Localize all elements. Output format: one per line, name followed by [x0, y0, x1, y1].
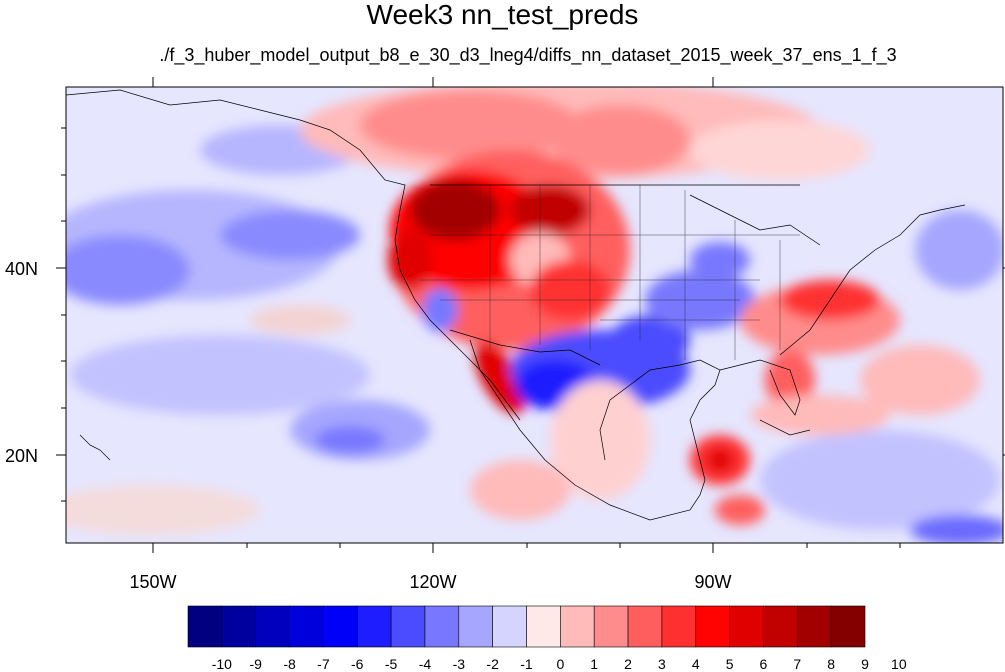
colorbar-label: 8	[827, 656, 835, 672]
colorbar-label: -8	[283, 656, 296, 672]
colorbar-swatch	[593, 605, 629, 648]
colorbar-swatch	[289, 605, 324, 648]
colorbar-label: -7	[317, 656, 330, 672]
lat-label-20n: 20N	[5, 446, 38, 466]
colorbar-label: -5	[385, 656, 398, 672]
colorbar: -10 -9 -8 -7 -6 -5 -4 -3 -2 -1 0 1 2 3 4 5 6 7 8 9 10	[187, 605, 907, 672]
lon-label-150w: 150W	[129, 572, 176, 592]
colorbar-label: 1	[590, 656, 598, 672]
colorbar-swatch	[627, 605, 663, 648]
colorbar-label: 9	[861, 656, 869, 672]
colorbar-label: -2	[486, 656, 499, 672]
colorbar-label: 0	[556, 656, 564, 672]
colorbar-label: 3	[658, 656, 666, 672]
colorbar-swatch	[763, 605, 798, 648]
colorbar-swatch	[221, 605, 257, 648]
colorbar-swatch	[526, 605, 561, 648]
colorbar-label: 10	[891, 656, 907, 672]
lon-label-120w: 120W	[409, 572, 456, 592]
state-borders	[420, 185, 800, 360]
colorbar-swatch	[695, 605, 730, 648]
colorbar-swatch	[729, 605, 764, 648]
colorbar-label: 6	[760, 656, 768, 672]
axis-ticks	[56, 77, 1005, 553]
colorbar-label: -4	[419, 656, 432, 672]
colorbar-label: 7	[793, 656, 801, 672]
colorbar-swatch	[356, 605, 392, 648]
colorbar-label: 2	[624, 656, 632, 672]
colorbar-swatch	[492, 605, 527, 648]
colorbar-label: -10	[212, 656, 232, 672]
colorbar-label: -3	[453, 656, 466, 672]
colorbar-label: -6	[351, 656, 364, 672]
colorbar-swatch	[560, 605, 595, 648]
colorbar-label: 4	[692, 656, 700, 672]
map-subtitle: ./f_3_huber_model_output_b8_e_30_d3_lneg…	[159, 45, 897, 65]
colorbar-swatch	[458, 605, 493, 648]
colorbar-label: -9	[249, 656, 262, 672]
colorbar-swatch	[255, 605, 290, 648]
lon-label-90w: 90W	[694, 572, 731, 592]
coastlines	[66, 89, 966, 521]
colorbar-swatch	[424, 605, 460, 648]
colorbar-swatch	[830, 605, 866, 648]
colorbar-swatch	[187, 605, 223, 648]
colorbar-swatch	[661, 605, 697, 648]
anomaly-field	[66, 87, 1003, 543]
colorbar-label: 5	[726, 656, 734, 672]
colorbar-label: -1	[520, 656, 533, 672]
colorbar-swatch	[796, 605, 832, 648]
map-title: Week3 nn_test_preds	[366, 0, 639, 30]
lat-label-40n: 40N	[5, 259, 38, 279]
colorbar-swatch	[323, 605, 358, 648]
colorbar-swatch	[390, 605, 426, 648]
